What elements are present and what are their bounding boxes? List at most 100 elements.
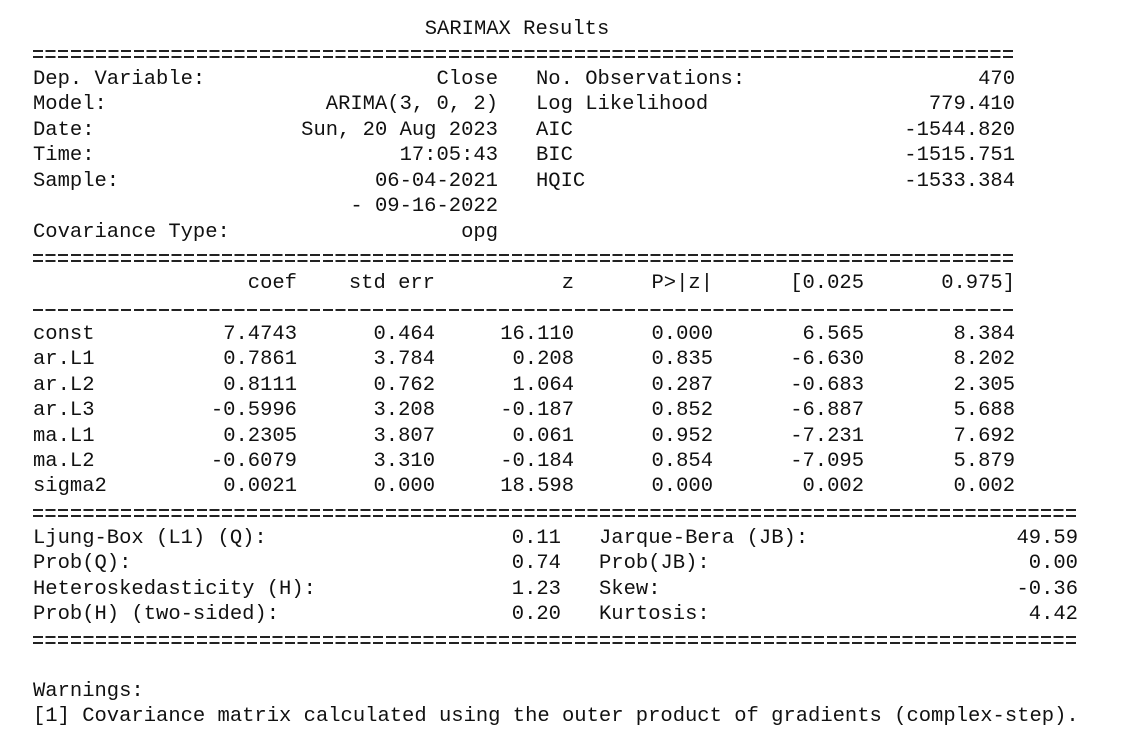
parameter-value: 8.384 — [953, 323, 1015, 346]
parameter-value: 8.202 — [953, 348, 1015, 372]
summary-value: -1533.384 — [904, 170, 1015, 193]
summary-label: Date: — [33, 119, 95, 142]
parameter-value: 0.000 — [651, 323, 713, 346]
column-header: std err — [348, 272, 435, 295]
parameter-value: 7.4743 — [223, 323, 297, 346]
summary-value: ARIMA(3, 0, 2) — [325, 93, 498, 116]
warning: [1] Covariance matrix calculated using t… — [33, 705, 1079, 728]
parameter-name: sigma2 — [33, 475, 107, 499]
summary-value: -1515.751 — [904, 144, 1015, 167]
diagnostic-label: Prob(H) (two-sided): — [33, 603, 280, 626]
parameter-value: -0.6079 — [210, 450, 297, 473]
parameter-value: 0.854 — [651, 450, 713, 473]
parameter-value: 0.762 — [373, 373, 435, 397]
summary-label: Sample: — [33, 170, 120, 193]
summary-value: 06-04-2021 — [374, 170, 498, 193]
title: SARIMAX Results — [424, 18, 610, 41]
parameter-value: 5.879 — [953, 450, 1015, 473]
diagnostic-value: 1.23 — [511, 578, 561, 601]
parameter-value: 0.000 — [651, 475, 713, 499]
parameter-name: ma.L2 — [33, 450, 95, 473]
summary-label: Log Likelihood — [536, 93, 709, 116]
parameter-value: 0.835 — [651, 348, 713, 372]
summary-label: AIC — [536, 119, 573, 142]
summary-label: Dep. Variable: — [33, 68, 206, 91]
diagnostic-label: Skew: — [599, 578, 661, 601]
parameter-value: 18.598 — [500, 475, 574, 499]
parameter-name: ar.L2 — [33, 373, 95, 397]
diagnostic-label: Heteroskedasticity (H): — [33, 578, 316, 601]
summary-label: No. Observations: — [536, 68, 746, 91]
parameter-value: 0.852 — [651, 399, 713, 423]
parameter-value: 0.002 — [953, 475, 1015, 499]
parameter-name: ar.L1 — [33, 348, 95, 372]
parameter-value: 0.000 — [373, 475, 435, 499]
parameter-value: 0.7861 — [223, 348, 297, 372]
summary-label: Model: — [33, 93, 107, 116]
summary-value: Sun, 20 Aug 2023 — [301, 119, 498, 142]
column-header: z — [561, 272, 574, 295]
parameter-value: -0.5996 — [210, 399, 297, 423]
diagnostic-label: Ljung-Box (L1) (Q): — [33, 527, 267, 550]
parameter-value: 0.8111 — [223, 373, 297, 397]
parameter-value: 0.061 — [512, 424, 574, 448]
diagnostic-label: Prob(JB): — [599, 552, 710, 575]
summary-label: HQIC — [536, 170, 586, 193]
separator — [33, 309, 1015, 311]
column-header: P>|z| — [651, 272, 713, 295]
parameter-value: -0.184 — [500, 450, 574, 473]
separator — [33, 50, 1015, 58]
summary-value: - 09-16-2022 — [350, 195, 498, 218]
summary-value: 17:05:43 — [399, 144, 498, 167]
warnings-title: Warnings: — [33, 680, 144, 703]
separator — [33, 254, 1015, 262]
summary-label: Time: — [33, 144, 95, 167]
parameter-value: 0.0021 — [223, 475, 297, 499]
parameter-value: 0.287 — [651, 373, 713, 397]
parameter-value: 1.064 — [512, 373, 574, 397]
diagnostic-label: Jarque-Bera (JB): — [599, 527, 809, 550]
parameter-value: -7.095 — [790, 450, 864, 473]
column-header: [0.025 — [790, 272, 864, 295]
parameter-value: 0.2305 — [223, 424, 297, 448]
diagnostic-value: 0.74 — [511, 552, 561, 575]
parameter-name: const — [33, 323, 95, 346]
summary-value: 470 — [978, 68, 1015, 91]
column-header: coef — [247, 272, 297, 295]
parameter-value: 2.305 — [953, 373, 1015, 397]
diagnostic-label: Prob(Q): — [33, 552, 132, 575]
diagnostic-value: 0.11 — [511, 527, 561, 550]
parameter-value: -6.630 — [790, 348, 864, 372]
summary-value: opg — [461, 221, 498, 244]
parameter-value: 5.688 — [953, 399, 1015, 423]
column-header: 0.975] — [941, 272, 1015, 295]
parameter-value: -0.187 — [500, 399, 574, 423]
summary-label: BIC — [536, 144, 573, 167]
parameter-value: 3.310 — [373, 450, 435, 473]
diagnostic-value: 0.00 — [1028, 552, 1078, 575]
parameter-value: -7.231 — [790, 424, 864, 448]
parameter-name: ar.L3 — [33, 399, 95, 423]
diagnostic-label: Kurtosis: — [599, 603, 710, 626]
parameter-value: 0.208 — [512, 348, 574, 372]
parameter-value: -6.887 — [790, 399, 864, 423]
diagnostic-value: -0.36 — [1016, 578, 1078, 601]
summary-value: Close — [436, 68, 498, 91]
parameter-value: 0.464 — [373, 323, 435, 346]
diagnostic-value: 0.20 — [511, 603, 561, 626]
parameter-value: 3.208 — [373, 399, 435, 423]
separator — [33, 509, 1078, 517]
summary-value: 779.410 — [928, 93, 1015, 116]
diagnostic-value: 49.59 — [1016, 527, 1078, 550]
parameter-value: 0.952 — [651, 424, 713, 448]
parameter-value: 6.565 — [802, 323, 864, 346]
parameter-value: 16.110 — [500, 323, 574, 346]
parameter-value: 3.807 — [373, 424, 435, 448]
parameter-value: -0.683 — [790, 373, 864, 397]
diagnostic-value: 4.42 — [1028, 603, 1078, 626]
summary-value: -1544.820 — [904, 119, 1015, 142]
parameter-value: 0.002 — [802, 475, 864, 499]
parameter-name: ma.L1 — [33, 424, 95, 448]
parameter-value: 3.784 — [373, 348, 435, 372]
